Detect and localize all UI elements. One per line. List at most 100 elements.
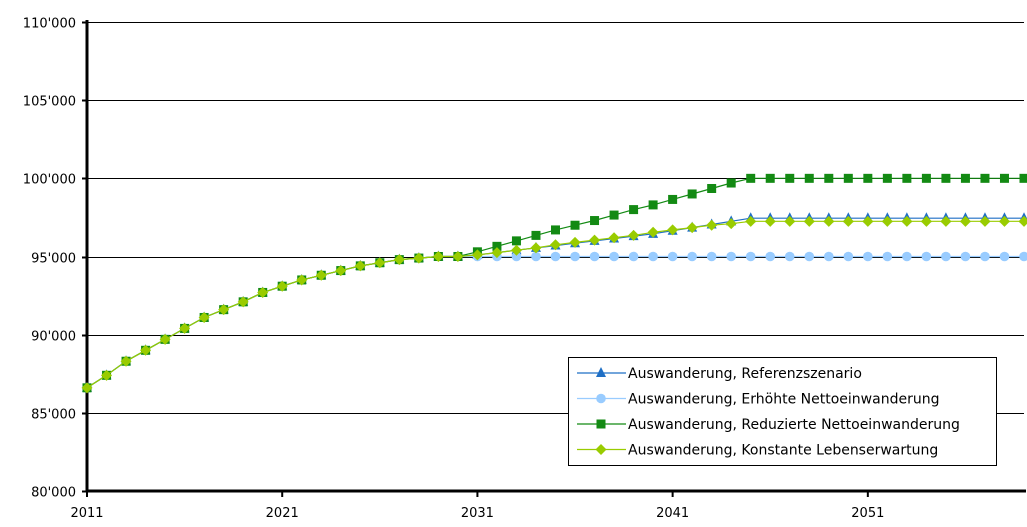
data-point: [902, 251, 912, 262]
data-point: [198, 311, 210, 323]
data-point: [785, 173, 795, 183]
data-point: [492, 241, 502, 251]
legend-label: Auswanderung, Erhöhte Nettoeinwanderung: [628, 392, 939, 408]
axes: [82, 20, 1026, 497]
data-point: [629, 205, 639, 215]
y-axis-tick-labels: 80'000 85'000 90'000 95'000 100'000 105'000 11…: [23, 17, 76, 501]
legend-item: Auswanderung, Erhöhte Nettoeinwanderung: [577, 392, 939, 408]
data-point: [647, 226, 659, 238]
data-point: [140, 344, 152, 356]
y-tick-label: 100'000: [23, 173, 76, 188]
data-point: [784, 251, 795, 262]
data-point: [726, 251, 736, 262]
data-point: [823, 215, 835, 227]
plot-area: [81, 173, 1027, 394]
x-tick-label: 2021: [266, 506, 299, 521]
data-point: [237, 296, 249, 308]
data-point: [804, 251, 815, 262]
data-point: [999, 173, 1009, 183]
data-point: [159, 333, 171, 345]
data-point: [315, 269, 327, 281]
data-point: [902, 173, 912, 183]
data-point: [628, 229, 640, 241]
data-point: [609, 251, 619, 262]
data-point: [804, 173, 814, 183]
data-point: [959, 215, 971, 227]
data-point: [843, 173, 853, 183]
data-point: [550, 239, 561, 251]
x-tick-label: 2041: [656, 506, 689, 521]
data-point: [707, 183, 717, 193]
data-point: [901, 215, 913, 227]
data-point: [471, 249, 483, 261]
data-point: [81, 382, 93, 394]
data-point: [1019, 251, 1027, 262]
data-point: [590, 216, 600, 226]
series-line: [86, 177, 1024, 389]
data-point: [941, 173, 951, 183]
data-point: [764, 215, 776, 227]
data-point: [491, 247, 503, 259]
data-point: [335, 265, 347, 277]
data-point: [179, 322, 191, 334]
data-point: [863, 251, 873, 262]
data-point: [823, 251, 834, 262]
data-point: [608, 232, 620, 244]
data-point: [745, 251, 756, 262]
data-point: [979, 215, 991, 227]
data-point: [648, 200, 658, 210]
data-point: [589, 251, 600, 262]
legend-label: Auswanderung, Referenzszenario: [628, 366, 862, 382]
data-point: [980, 173, 990, 183]
data-point: [374, 257, 386, 269]
data-point: [881, 215, 893, 227]
data-point: [531, 230, 541, 240]
data-point: [550, 251, 561, 262]
data-point: [609, 210, 619, 220]
legend-item: Auswanderung, Referenzszenario: [577, 366, 862, 382]
x-tick-label: 2031: [461, 506, 494, 521]
data-point: [706, 219, 718, 231]
data-point: [842, 215, 854, 227]
data-point: [393, 254, 405, 266]
y-tick-label: 95'000: [31, 252, 76, 267]
data-point: [921, 173, 931, 183]
data-point: [510, 244, 522, 256]
data-point: [1018, 215, 1027, 227]
data-point: [686, 222, 698, 234]
data-point: [551, 225, 560, 235]
data-point: [862, 215, 874, 227]
data-point: [726, 178, 736, 188]
y-tick-label: 90'000: [31, 330, 76, 345]
x-tick-label: 2011: [70, 506, 103, 521]
x-tick-label: 2051: [851, 506, 884, 521]
data-point: [570, 220, 580, 230]
data-point: [882, 173, 892, 183]
data-point: [101, 369, 113, 381]
legend-label: Auswanderung, Reduzierte Nettoeinwanderu…: [628, 417, 960, 433]
legend-box: [568, 357, 997, 466]
y-tick-label: 80'000: [31, 486, 76, 501]
data-point: [960, 251, 971, 262]
x-axis-tick-labels: 2011 2021 2031 2041 2051: [70, 506, 884, 521]
data-point: [725, 218, 737, 230]
data-point: [668, 194, 678, 204]
data-point: [511, 236, 521, 246]
data-point: [921, 251, 932, 262]
data-point: [803, 215, 815, 227]
data-point: [882, 251, 893, 262]
data-point: [276, 280, 288, 292]
data-point: [296, 274, 308, 286]
legend-marker: [595, 444, 607, 455]
data-point: [667, 251, 678, 262]
data-point: [960, 173, 970, 183]
data-point: [531, 251, 541, 262]
data-point: [765, 173, 775, 183]
data-point: [589, 234, 601, 246]
data-point: [648, 251, 658, 262]
data-point: [218, 304, 230, 316]
data-point: [920, 215, 932, 227]
data-point: [120, 355, 132, 367]
data-point: [432, 251, 444, 262]
